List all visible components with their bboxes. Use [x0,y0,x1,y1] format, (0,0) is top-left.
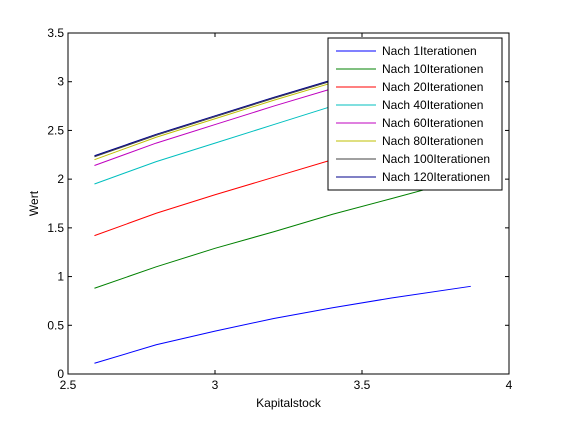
y-axis: 0 0.5 1 1.5 2 2.5 3 3.5 [47,26,509,381]
legend-label-8: Nach 120Iterationen [382,170,490,184]
x-axis: 2.5 3 3.5 4 [60,33,513,392]
y-tick-label: 3 [57,75,64,89]
x-tick-label: 2.5 [60,378,77,392]
legend-label-1: Nach 1Iterationen [382,44,477,58]
legend-label-6: Nach 80Iterationen [382,134,483,148]
y-tick-label: 0.5 [47,318,64,332]
x-tick-label: 4 [506,378,513,392]
x-tick-label: 3 [212,378,219,392]
y-tick-label: 1 [57,270,64,284]
plot-frame [67,32,510,375]
y-tick-label: 2 [57,172,64,186]
y-tick-label: 1.5 [47,221,64,235]
y-axis-label: Wert [27,190,41,216]
y-tick-label: 0 [57,367,64,381]
legend-label-5: Nach 60Iterationen [382,116,483,130]
series-line-2 [94,176,471,289]
x-tick-label: 3.5 [354,378,371,392]
legend-label-4: Nach 40Iterationen [382,98,483,112]
legend-label-3: Nach 20Iterationen [382,80,483,94]
legend-box [327,37,503,191]
x-axis-label: Kapitalstock [256,396,322,410]
y-tick-label: 3.5 [47,26,64,40]
legend-label-2: Nach 10Iterationen [382,62,483,76]
series-line-1 [94,285,471,364]
legend: Nach 1Iterationen Nach 10Iterationen Nach … [327,37,503,191]
legend-label-7: Nach 100Iterationen [382,152,490,166]
y-tick-label: 2.5 [47,123,64,137]
